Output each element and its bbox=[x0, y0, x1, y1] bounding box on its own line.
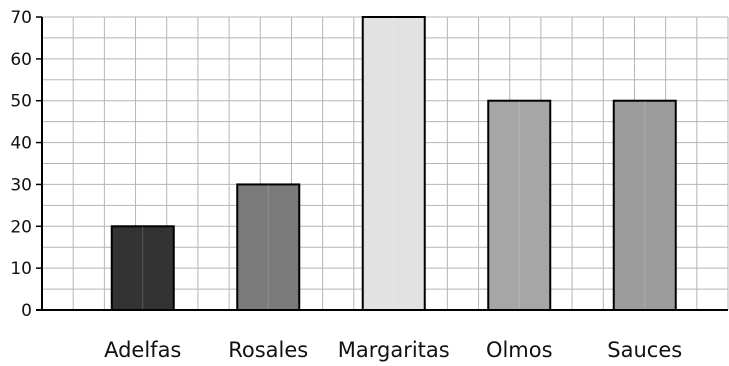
y-tick-label: 0 bbox=[21, 301, 32, 321]
y-tick-label: 10 bbox=[10, 259, 32, 279]
category-label: Sauces bbox=[607, 338, 682, 362]
y-tick-label: 60 bbox=[10, 50, 32, 70]
axes bbox=[36, 16, 728, 311]
bar-adelfas bbox=[110, 225, 175, 312]
bar-rosales bbox=[236, 183, 301, 311]
y-tick-label: 40 bbox=[10, 134, 32, 154]
bar-sauces bbox=[612, 99, 677, 312]
category-label: Margaritas bbox=[338, 338, 450, 362]
category-label: Rosales bbox=[228, 338, 308, 362]
category-label: Olmos bbox=[486, 338, 553, 362]
category-label: Adelfas bbox=[104, 338, 181, 362]
y-tick-labels: 0 10 20 30 40 50 60 70 bbox=[10, 8, 32, 321]
y-tick-label: 70 bbox=[10, 8, 32, 28]
bar-margaritas bbox=[361, 16, 426, 311]
y-tick-label: 20 bbox=[10, 217, 32, 237]
y-tick-label: 30 bbox=[10, 175, 32, 195]
y-tick-label: 50 bbox=[10, 92, 32, 112]
bars bbox=[110, 16, 677, 312]
category-labels: Adelfas Rosales Margaritas Olmos Sauces bbox=[104, 338, 682, 362]
